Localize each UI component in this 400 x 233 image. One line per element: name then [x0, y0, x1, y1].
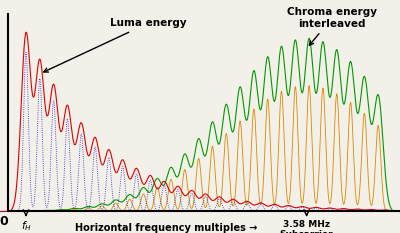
Text: 0: 0 — [0, 215, 8, 228]
Text: Chroma energy
interleaved: Chroma energy interleaved — [287, 7, 377, 45]
Text: 3.58 MHz
Subcarrier: 3.58 MHz Subcarrier — [280, 219, 334, 233]
Text: Luma energy: Luma energy — [44, 18, 186, 72]
Text: Horizontal frequency multiples →: Horizontal frequency multiples → — [75, 223, 258, 233]
Text: $f_H$: $f_H$ — [20, 219, 32, 233]
